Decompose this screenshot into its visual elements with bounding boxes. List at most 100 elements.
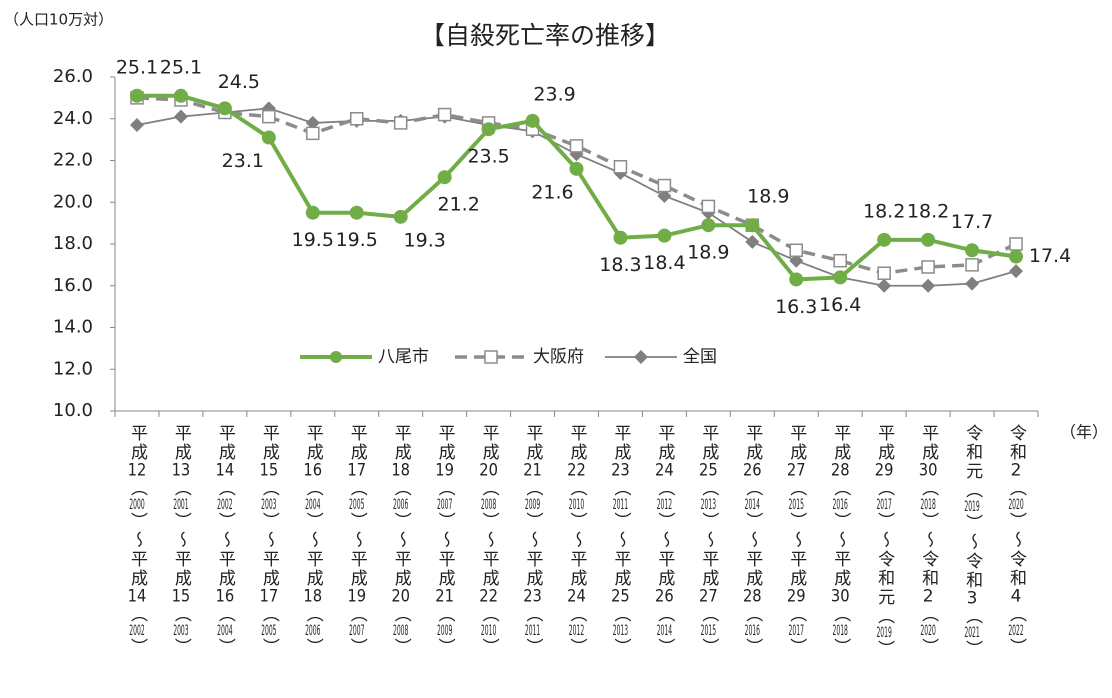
marker [481, 122, 496, 137]
marker [569, 139, 584, 153]
data-label: 23.5 [467, 146, 509, 168]
y-tick-label: 16.0 [53, 275, 93, 296]
data-label: 19.5 [292, 229, 334, 251]
x-tick-label: 令和2（2020）～令和4（2022） [1006, 424, 1027, 657]
marker [129, 118, 144, 133]
data-label: 25.1 [116, 56, 158, 78]
marker [745, 234, 760, 249]
marker [921, 260, 935, 274]
y-unit: （人口10万対） [4, 11, 113, 29]
marker [437, 107, 452, 122]
x-tick-label: 平成30（2018）～令和2（2020） [918, 424, 939, 657]
data-label: 16.4 [819, 294, 861, 316]
marker [393, 209, 408, 224]
x-tick-label: 平成19（2007）～平成21（2009） [434, 424, 455, 657]
marker [965, 276, 980, 291]
marker [330, 351, 342, 363]
marker [525, 113, 540, 128]
x-tick-label: 平成29（2017）～令和元（2019） [874, 424, 895, 659]
x-tick-label: 平成28（2016）～平成30（2018） [830, 424, 851, 657]
marker [701, 199, 716, 214]
x-tick-label: 平成12（2000）～平成14（2002） [126, 424, 147, 657]
marker [745, 218, 760, 233]
marker [305, 115, 320, 130]
marker [129, 88, 144, 103]
marker [349, 112, 364, 126]
marker [393, 116, 408, 130]
marker [634, 350, 648, 364]
x-tick-label: 平成27（2015）～平成29（2017） [786, 424, 807, 657]
data-label: 18.2 [863, 200, 905, 222]
marker [833, 270, 848, 285]
data-label: 17.4 [1029, 245, 1071, 267]
marker [262, 109, 276, 124]
x-tick-label: 平成16（2004）～平成18（2006） [302, 424, 323, 657]
data-label: 16.3 [775, 296, 817, 318]
marker [1009, 264, 1024, 279]
marker [921, 232, 936, 247]
x-tick-label: 平成23（2011）～平成25（2013） [610, 424, 631, 657]
marker [1009, 237, 1023, 251]
series-line [136, 96, 1017, 276]
legend-label: 大阪府 [533, 347, 584, 367]
marker [437, 170, 452, 185]
data-label: 18.3 [599, 254, 641, 276]
marker [921, 278, 936, 293]
data-label: 23.1 [222, 150, 264, 172]
chart-title: 【自殺死亡率の推移】 [420, 21, 670, 50]
data-label: 21.2 [437, 194, 479, 216]
marker [833, 253, 847, 268]
marker [305, 205, 320, 220]
x-tick-label: 平成15（2003）～平成17（2005） [258, 424, 279, 657]
x-tick-label: 平成18（2006）～平成20（2008） [390, 424, 411, 657]
x-tick-label: 平成14（2002）～平成16（2004） [214, 424, 235, 657]
marker [877, 266, 891, 280]
data-label: 19.3 [404, 229, 446, 251]
marker [173, 109, 188, 124]
x-tick-label: 平成25（2013）～平成27（2015） [698, 424, 719, 657]
y-tick-label: 14.0 [53, 317, 93, 338]
marker [613, 230, 628, 245]
marker [877, 278, 892, 293]
data-label: 24.5 [218, 71, 260, 93]
marker [484, 350, 498, 364]
data-label: 19.5 [336, 229, 378, 251]
marker [965, 243, 980, 258]
y-tick-label: 20.0 [53, 191, 93, 212]
data-label: 18.9 [687, 242, 729, 264]
marker [965, 258, 979, 272]
marker [217, 101, 232, 116]
marker [173, 88, 188, 103]
x-tick-label: 平成24（2012）～平成26（2014） [654, 424, 675, 657]
x-tick-label: 平成26（2014）～平成28（2016） [742, 424, 763, 657]
marker [261, 130, 276, 145]
data-label: 18.9 [747, 186, 789, 208]
y-tick-label: 22.0 [53, 150, 93, 171]
marker [349, 205, 364, 220]
marker [657, 178, 672, 193]
marker [306, 126, 320, 141]
x-unit: （年） [1060, 423, 1108, 442]
data-label: 18.2 [907, 200, 949, 222]
marker [789, 272, 804, 287]
data-label: 21.6 [531, 181, 573, 203]
marker [789, 253, 804, 268]
y-tick-label: 10.0 [53, 400, 93, 421]
marker [657, 188, 672, 203]
x-tick-label: 平成21（2009）～平成23（2011） [522, 424, 543, 657]
x-tick-label: 平成13（2001）～平成15（2003） [170, 424, 191, 657]
x-tick-label: 令和元（2019）～令和3（2021） [962, 424, 983, 659]
legend-label: 全国 [683, 347, 717, 367]
data-label: 25.1 [160, 56, 202, 78]
marker [1009, 249, 1024, 264]
marker [569, 161, 584, 176]
marker [657, 228, 672, 243]
x-tick-label: 平成22（2010）～平成24（2012） [566, 424, 587, 657]
data-label: 17.7 [951, 211, 993, 233]
y-tick-label: 12.0 [53, 358, 93, 379]
y-tick-label: 18.0 [53, 233, 93, 254]
marker [877, 232, 892, 247]
y-tick-label: 26.0 [53, 66, 93, 87]
